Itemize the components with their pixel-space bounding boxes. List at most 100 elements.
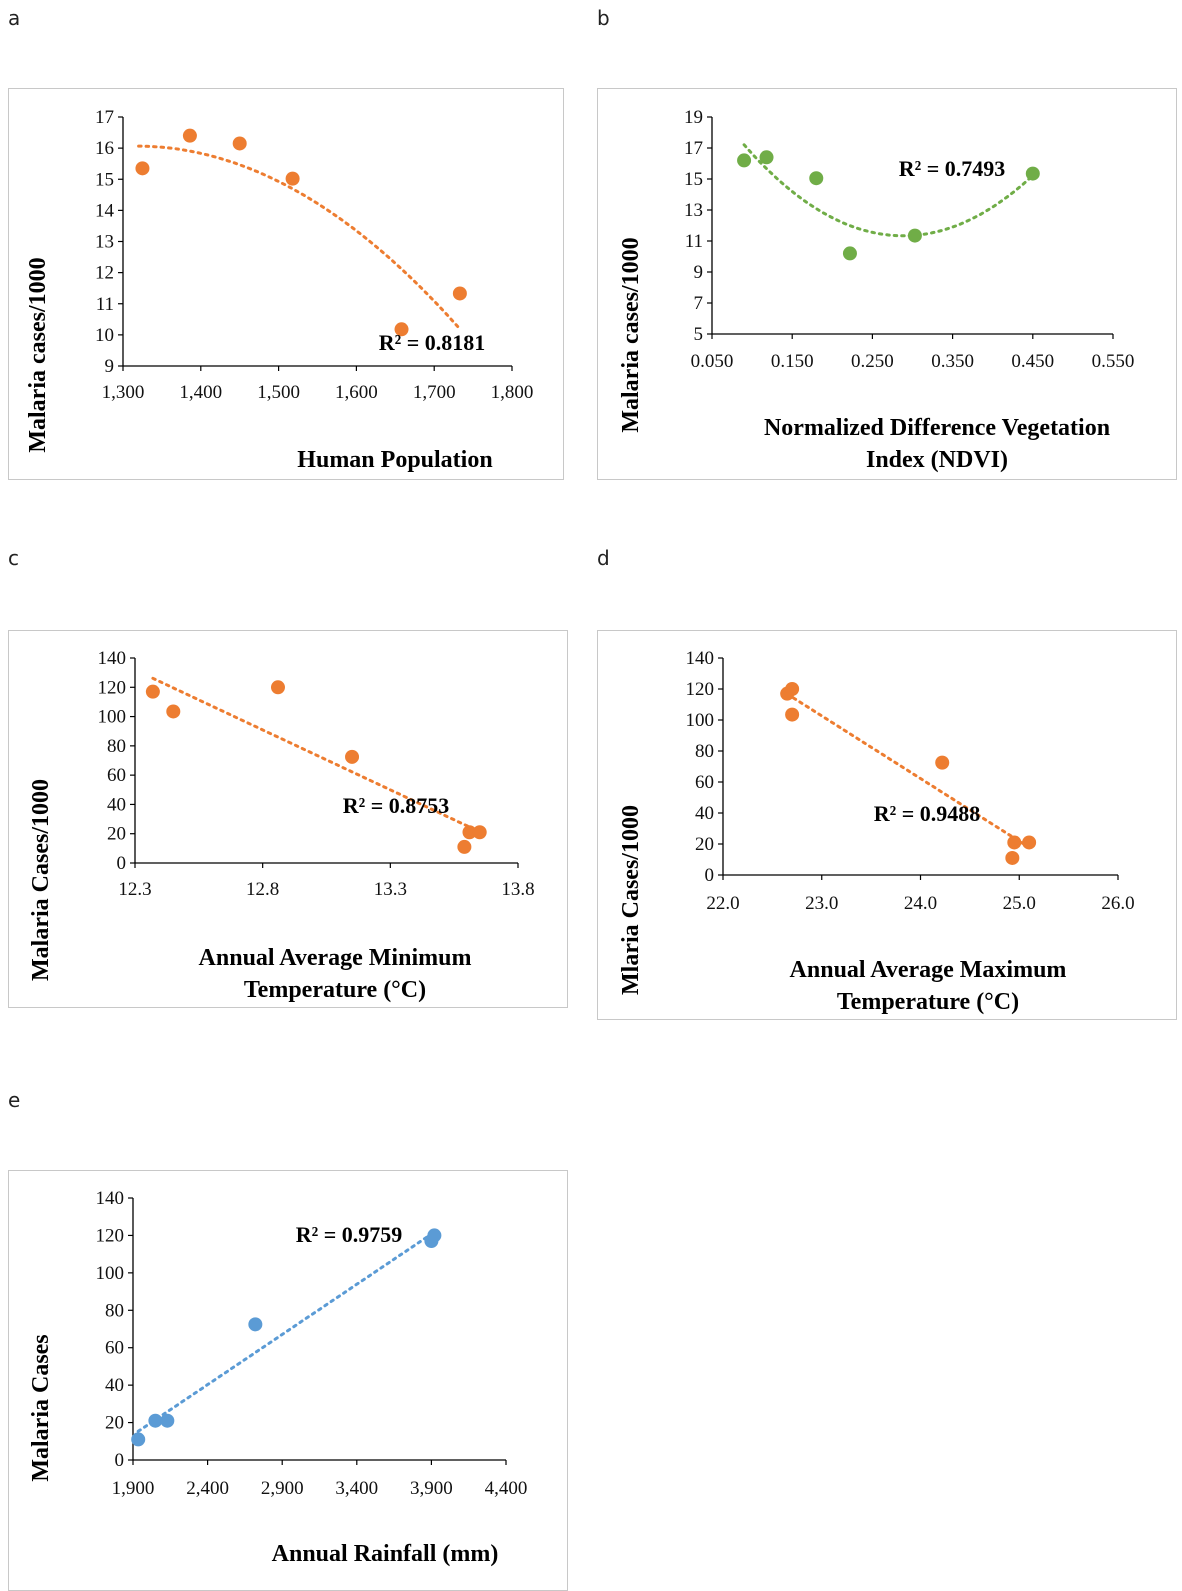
x-tick-label: 3,400	[335, 1478, 378, 1499]
x-axis-label: Temperature (°C)	[837, 989, 1019, 1015]
data-point	[1022, 835, 1037, 850]
y-tick-label: 60	[107, 765, 126, 786]
data-point	[270, 680, 285, 695]
x-axis-label: Annual Average Maximum	[790, 957, 1067, 983]
y-tick-label: 120	[96, 1225, 125, 1246]
y-tick-label: 10	[95, 325, 114, 346]
y-tick-label: 20	[107, 824, 126, 845]
data-point	[935, 755, 950, 770]
r-squared-label: R² = 0.9488	[874, 801, 981, 826]
y-tick-label: 40	[107, 794, 126, 815]
y-tick-label: 120	[98, 677, 127, 698]
data-point	[232, 136, 247, 151]
data-point	[131, 1432, 146, 1447]
trendline	[136, 1230, 436, 1433]
data-point	[759, 150, 774, 165]
y-tick-label: 15	[684, 169, 703, 190]
y-tick-label: 100	[98, 707, 127, 728]
data-point	[345, 749, 360, 764]
x-axis-label: Index (NDVI)	[866, 447, 1008, 473]
y-tick-label: 12	[95, 263, 114, 284]
y-tick-label: 100	[686, 710, 715, 731]
y-axis-label: Mlaria Cases/1000	[618, 805, 644, 995]
y-tick-label: 120	[686, 679, 715, 700]
x-tick-label: 0.550	[1092, 351, 1135, 372]
y-tick-label: 13	[95, 232, 114, 253]
y-tick-label: 17	[95, 107, 114, 128]
chart-b	[597, 88, 1177, 480]
data-point	[427, 1228, 442, 1243]
x-tick-label: 13.8	[501, 879, 534, 900]
y-tick-label: 140	[96, 1188, 125, 1209]
r-squared-label: R² = 0.7493	[899, 156, 1006, 181]
x-tick-label: 4,400	[485, 1478, 528, 1499]
data-point	[785, 682, 800, 696]
y-tick-label: 80	[695, 741, 714, 762]
panel-letter-d: d	[597, 546, 610, 570]
x-tick-label: 1,700	[413, 382, 456, 403]
x-axis-label: Normalized Difference Vegetation	[764, 415, 1110, 441]
y-tick-label: 5	[694, 324, 704, 345]
x-tick-label: 3,900	[410, 1478, 453, 1499]
x-tick-label: 1,600	[335, 382, 378, 403]
y-tick-label: 20	[695, 834, 714, 855]
y-tick-label: 7	[694, 293, 704, 314]
y-tick-label: 80	[105, 1300, 124, 1321]
y-axis-label: Malaria cases/1000	[618, 237, 644, 432]
data-point	[166, 704, 181, 719]
x-axis-label: Annual Average Minimum	[199, 945, 472, 971]
x-tick-label: 22.0	[706, 893, 739, 914]
panel-letter-a: a	[8, 6, 21, 30]
x-tick-label: 1,800	[491, 382, 534, 403]
x-tick-label: 23.0	[805, 893, 838, 914]
data-point	[785, 707, 800, 722]
x-tick-label: 0.350	[931, 351, 974, 372]
data-point	[1005, 850, 1020, 865]
x-tick-label: 12.3	[118, 879, 151, 900]
trendline	[137, 144, 462, 331]
y-tick-label: 20	[105, 1413, 124, 1434]
data-point	[285, 171, 300, 186]
y-axis-label: Malaria Cases/1000	[28, 779, 54, 981]
y-tick-label: 13	[684, 200, 703, 221]
data-point	[248, 1317, 263, 1332]
y-tick-label: 100	[96, 1263, 125, 1284]
chart-e	[8, 1170, 568, 1591]
x-axis-label: Annual Rainfall (mm)	[272, 1541, 499, 1567]
data-point	[457, 839, 472, 854]
data-point	[135, 161, 150, 176]
y-tick-label: 19	[684, 107, 703, 128]
data-point	[1025, 166, 1040, 181]
r-squared-label: R² = 0.8181	[379, 330, 486, 355]
y-tick-label: 40	[695, 803, 714, 824]
x-tick-label: 0.050	[691, 351, 734, 372]
data-point	[1007, 835, 1022, 850]
x-tick-label: 26.0	[1101, 893, 1134, 914]
y-tick-label: 0	[705, 865, 715, 886]
chart-a	[8, 88, 564, 480]
x-axis-label: Human Population	[297, 447, 492, 473]
y-tick-label: 0	[117, 853, 127, 874]
x-tick-label: 1,300	[102, 382, 145, 403]
trendline	[742, 143, 1035, 238]
x-tick-label: 0.450	[1011, 351, 1054, 372]
y-tick-label: 60	[105, 1338, 124, 1359]
x-tick-label: 25.0	[1003, 893, 1036, 914]
chart-d	[597, 630, 1177, 1020]
y-tick-label: 140	[98, 648, 127, 669]
data-point	[394, 322, 409, 337]
x-tick-label: 24.0	[904, 893, 937, 914]
x-axis-label: Temperature (°C)	[244, 977, 426, 1003]
y-tick-label: 80	[107, 736, 126, 757]
data-point	[160, 1413, 175, 1428]
chart-c	[8, 630, 568, 1008]
y-tick-label: 11	[685, 231, 703, 252]
data-point	[809, 171, 824, 186]
y-tick-label: 17	[684, 138, 703, 159]
panel-letter-b: b	[597, 6, 610, 30]
x-tick-label: 0.250	[851, 351, 894, 372]
panel-letter-c: c	[8, 546, 19, 570]
data-point	[737, 153, 752, 168]
trendline	[151, 676, 482, 834]
